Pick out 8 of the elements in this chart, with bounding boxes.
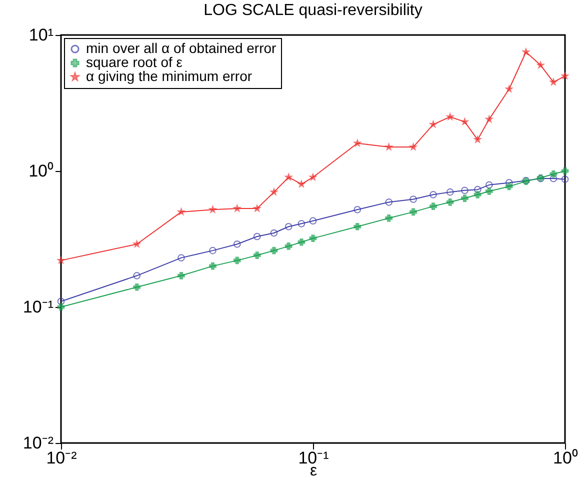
y-tick-label: 10⁰ (28, 162, 54, 180)
y-tick-label: 10⁻¹ (22, 298, 54, 316)
legend-label: α giving the minimum error (86, 68, 252, 84)
chart-title: LOG SCALE quasi-reversibility (204, 2, 422, 19)
x-tick-label: 10⁰ (553, 448, 578, 468)
legend-label: square root of ε (86, 54, 183, 70)
y-tick-label: 10¹ (28, 26, 54, 44)
legend-label: min over all α of obtained error (86, 40, 277, 56)
